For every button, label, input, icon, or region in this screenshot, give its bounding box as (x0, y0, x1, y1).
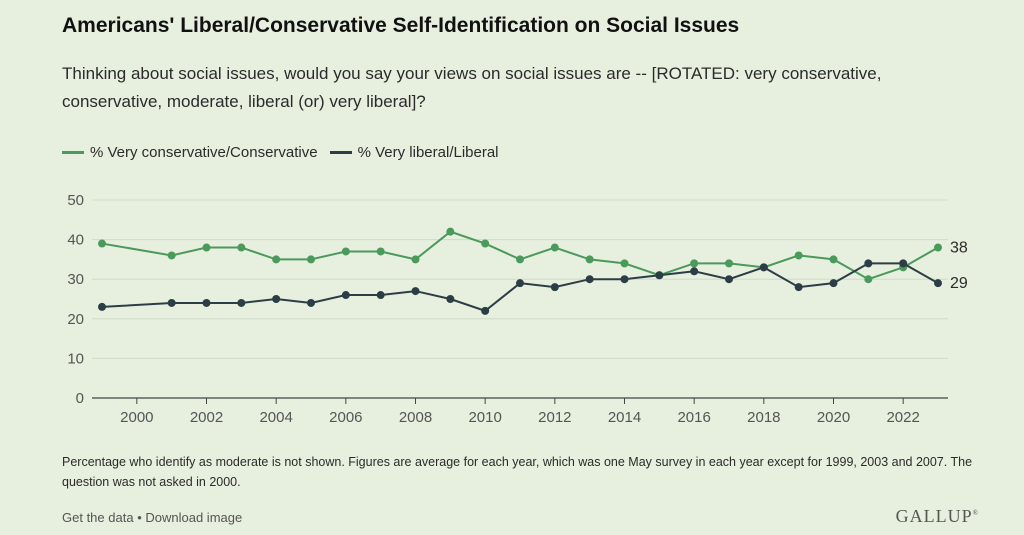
data-point-s0-2012 (550, 243, 559, 252)
data-point-s1-2011 (516, 279, 524, 288)
get-data-link[interactable]: Get the data (62, 510, 134, 525)
y-tick-label-30: 30 (67, 271, 84, 288)
x-tick-label-2020: 2020 (817, 409, 850, 426)
data-point-s0-2013 (585, 255, 594, 264)
legend-label-liberal: % Very liberal/Liberal (357, 144, 499, 161)
data-point-s0-1999 (98, 239, 106, 248)
data-point-s0-2010 (481, 239, 490, 248)
data-point-s0-2008 (411, 255, 420, 264)
data-point-s1-2019 (794, 283, 803, 292)
data-point-s1-2008 (411, 287, 420, 296)
x-tick-label-2008: 2008 (399, 409, 432, 426)
data-point-s1-2006 (341, 291, 350, 300)
x-tick-label-2002: 2002 (190, 409, 223, 426)
x-tick-label-2004: 2004 (259, 409, 292, 426)
chart-title: Americans' Liberal/Conservative Self-Ide… (62, 14, 740, 37)
data-point-s1-2023 (934, 279, 942, 288)
data-point-s0-2004 (272, 255, 281, 264)
legend-swatch-conservative (62, 151, 84, 154)
legend: % Very conservative/Conservative % Very … (62, 144, 499, 161)
data-point-s1-2013 (585, 275, 594, 284)
x-tick-label-2012: 2012 (538, 409, 571, 426)
data-point-s0-2023 (934, 243, 942, 252)
x-tick-label-2016: 2016 (677, 409, 710, 426)
series-line-0 (101, 230, 939, 281)
y-tick-label-20: 20 (67, 311, 84, 328)
data-point-s1-2018 (759, 263, 768, 272)
link-separator: • (137, 510, 142, 525)
download-image-link[interactable]: Download image (145, 510, 243, 525)
data-point-s0-2007 (376, 247, 385, 256)
data-point-s1-2007 (376, 291, 385, 300)
legend-item-liberal: % Very liberal/Liberal (329, 144, 499, 161)
data-point-s1-2021 (864, 259, 873, 268)
series-line-1 (101, 262, 939, 313)
end-label-s0: 38 (950, 240, 968, 257)
data-point-s1-2003 (237, 298, 246, 307)
data-point-s0-2001 (167, 251, 176, 260)
data-point-s1-2004 (272, 295, 281, 303)
legend-label-conservative: % Very conservative/Conservative (90, 144, 318, 161)
data-point-s0-2014 (620, 259, 629, 268)
y-tick-label-50: 50 (67, 192, 84, 209)
x-tick-label-2018: 2018 (747, 409, 780, 426)
data-point-s1-2022 (899, 259, 908, 268)
data-point-s1-2001 (167, 298, 176, 307)
data-point-s1-1999 (98, 302, 106, 311)
y-tick-label-10: 10 (67, 350, 84, 367)
data-point-s0-2017 (725, 259, 733, 268)
data-point-s1-2002 (202, 298, 211, 307)
line-chart: 0 10 20 30 40 50 2000 2002 2004 2006 2008 2010 2012 2… (67, 192, 968, 426)
data-point-s0-2019 (794, 251, 803, 260)
x-tick-label-2006: 2006 (329, 409, 362, 426)
x-tick-label-2014: 2014 (608, 409, 641, 426)
data-point-s0-2006 (341, 247, 350, 256)
y-tick-label-0: 0 (76, 390, 84, 407)
data-point-s1-2014 (620, 275, 629, 284)
legend-swatch-liberal (329, 151, 352, 154)
data-point-s0-2002 (202, 243, 211, 252)
data-point-s0-2009 (446, 227, 455, 236)
data-point-s1-2012 (550, 283, 559, 292)
footnote: Percentage who identify as moderate is n… (62, 455, 973, 489)
data-point-s1-2010 (481, 306, 490, 315)
data-point-s1-2005 (307, 298, 315, 307)
data-point-s1-2017 (725, 275, 733, 284)
end-label-s1: 29 (950, 275, 968, 292)
x-tick-label-2000: 2000 (120, 409, 153, 426)
data-point-s0-2003 (237, 243, 246, 252)
x-tick-label-2010: 2010 (468, 409, 501, 426)
footer-links: Get the data • Download image (62, 510, 242, 525)
data-point-s1-2009 (446, 295, 455, 303)
data-point-s1-2020 (829, 279, 838, 288)
data-point-s1-2015 (655, 271, 664, 280)
legend-item-conservative: % Very conservative/Conservative (62, 144, 318, 161)
chart-subtitle: Thinking about social issues, would you … (62, 64, 882, 111)
data-point-s0-2011 (516, 255, 524, 264)
x-tick-label-2022: 2022 (886, 409, 919, 426)
data-point-s0-2020 (829, 255, 838, 264)
data-point-s0-2005 (307, 255, 315, 264)
gallup-logo: GALLUP® (895, 506, 979, 526)
data-point-s0-2021 (864, 275, 873, 284)
y-tick-label-40: 40 (67, 232, 84, 249)
data-point-s0-2016 (690, 259, 699, 268)
data-point-s1-2016 (690, 267, 699, 276)
